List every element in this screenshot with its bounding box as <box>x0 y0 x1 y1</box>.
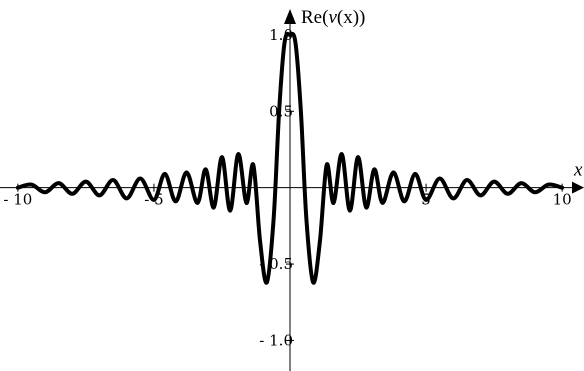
x-tick-label: 10 <box>553 191 572 209</box>
y-axis-label-variable: v <box>328 7 337 28</box>
x-tick-label: - 10 <box>3 191 32 209</box>
y-axis-arrowhead <box>284 9 296 24</box>
series-line <box>15 31 565 285</box>
y-tick-label: - 1.0 <box>259 331 293 349</box>
y-axis-label-prefix: Re( <box>301 7 328 28</box>
x-axis-arrowhead <box>572 181 584 194</box>
y-axis-label: Re(v(x)) <box>301 7 365 28</box>
y-axis-label-argument: (x)) <box>337 7 365 28</box>
x-axis-label: x <box>573 160 583 181</box>
